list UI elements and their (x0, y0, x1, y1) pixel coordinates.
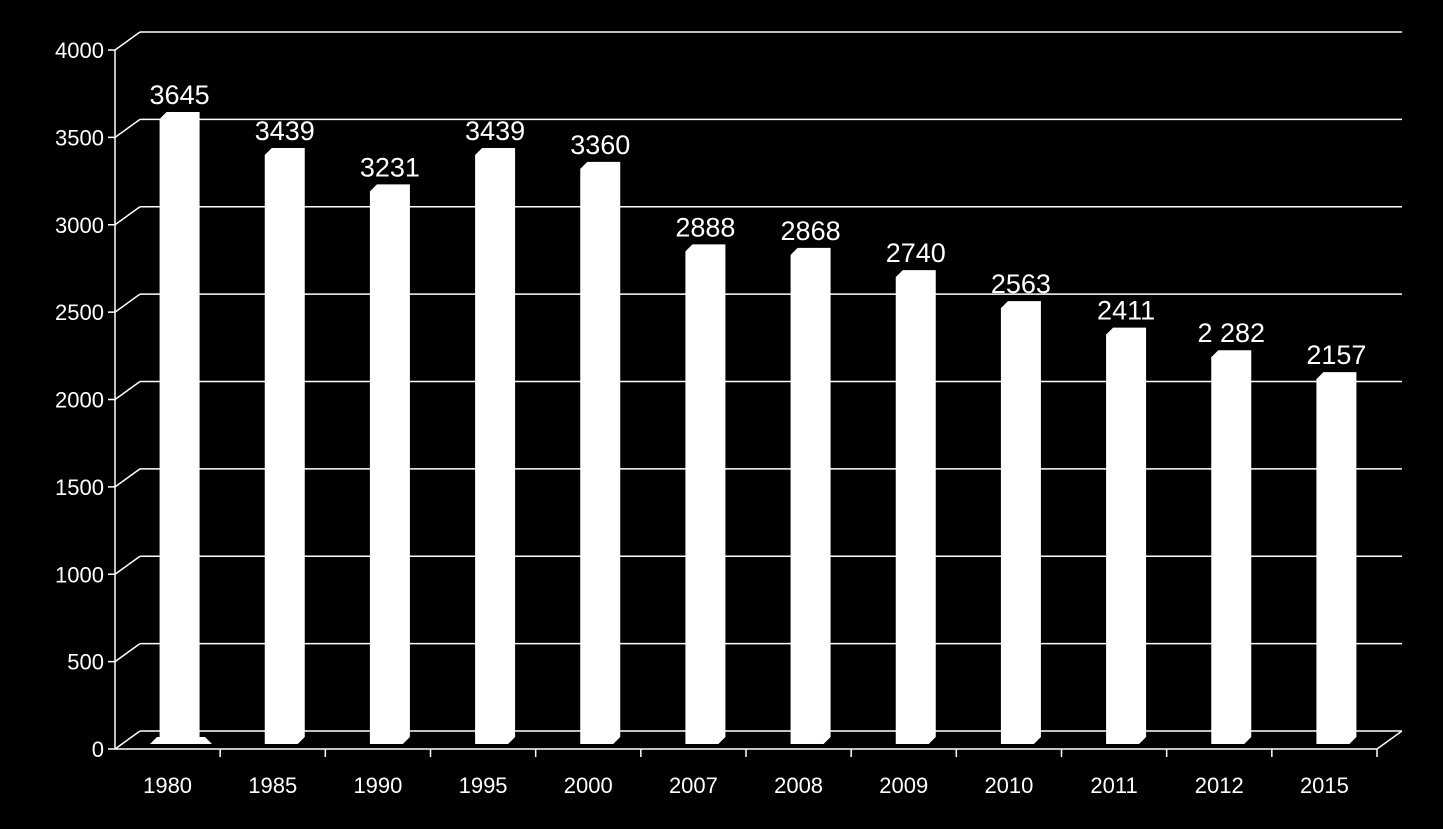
data-label-1990: 3231 (360, 152, 420, 182)
gridline-depth (114, 118, 141, 138)
x-tick-label-2009: 2009 (879, 773, 928, 798)
x-tick-label-2015: 2015 (1300, 773, 1349, 798)
gridline-depth (114, 730, 141, 750)
x-tick-label-1980: 1980 (143, 773, 192, 798)
x-tick-label-2011: 2011 (1090, 773, 1137, 798)
y-tick-label: 4000 (55, 38, 104, 63)
gridline-depth (114, 643, 141, 663)
y-tick-label: 1000 (55, 562, 104, 587)
gridline-depth (114, 206, 141, 226)
gridline-depth (114, 31, 141, 51)
bar-2000 (580, 161, 621, 745)
data-label-2015: 2157 (1306, 340, 1366, 370)
data-label-1995: 3439 (465, 116, 525, 146)
x-tick-label-2007: 2007 (669, 773, 718, 798)
data-label-1980: 3645 (150, 80, 210, 110)
axes (108, 49, 1403, 757)
bars (150, 112, 1357, 745)
data-label-2011: 2411 (1097, 296, 1155, 326)
bar-1995 (475, 148, 516, 745)
bar-1985 (264, 148, 305, 745)
x-tick-label-1985: 1985 (248, 773, 297, 798)
bar-2015 (1316, 372, 1357, 744)
y-tick-label: 2500 (55, 300, 104, 325)
data-label-2012: 2 282 (1197, 318, 1265, 348)
x-tick-label-1990: 1990 (353, 773, 402, 798)
y-tick-label: 1500 (55, 475, 104, 500)
labels: 0 500 1000 1500 2000 2500 3000 3500 4000 3645 1980… (55, 38, 1366, 798)
y-tick-label: 3500 (55, 125, 104, 150)
bar-2010 (1000, 301, 1041, 744)
data-label-2007: 2888 (675, 212, 735, 242)
x-tick-label-2000: 2000 (564, 773, 613, 798)
bar-2009 (895, 270, 936, 744)
data-label-2010: 2563 (991, 269, 1051, 299)
gridlines (114, 31, 1402, 750)
gridline-depth (114, 380, 141, 401)
y-tick-label: 3000 (55, 213, 104, 238)
bar-1980 (159, 112, 200, 744)
y-tick-label: 500 (67, 650, 104, 675)
gridline-depth (114, 293, 141, 313)
data-label-1985: 3439 (255, 116, 315, 146)
bar-1990 (369, 184, 410, 744)
bar-floor-shadow (150, 737, 212, 744)
y-tick-label: 0 (92, 737, 104, 762)
gridline-depth (114, 555, 141, 575)
floor-edge (1376, 730, 1403, 750)
x-tick-label-2008: 2008 (774, 773, 823, 798)
bar-2012 (1211, 350, 1252, 744)
x-tick-label-1995: 1995 (459, 773, 508, 798)
bar-2011 (1106, 327, 1147, 744)
bar-2007 (685, 244, 726, 744)
data-label-2000: 3360 (570, 130, 630, 160)
y-tick-label: 2000 (55, 388, 104, 413)
x-tick-label-2010: 2010 (984, 773, 1033, 798)
bar-2008 (790, 247, 831, 744)
x-tick-label-2012: 2012 (1195, 773, 1244, 798)
gridline-depth (114, 468, 141, 488)
data-label-2008: 2868 (781, 216, 841, 246)
data-label-2009: 2740 (886, 238, 946, 268)
